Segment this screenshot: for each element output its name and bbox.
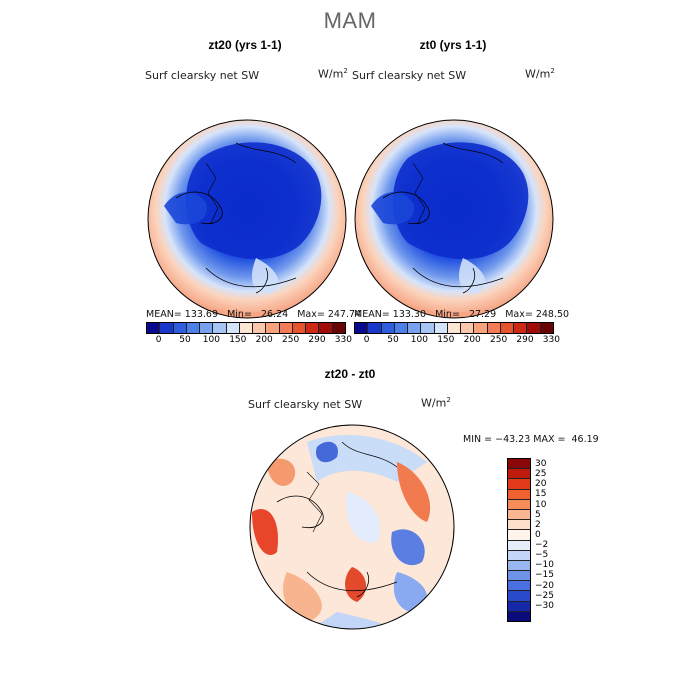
- variable-label-diff: Surf clearsky net SW: [248, 398, 363, 411]
- colorbar-tick-label: 15: [535, 489, 547, 500]
- colorbar-tick-label: −5: [535, 550, 549, 561]
- colorbar-tick-label: −25: [535, 590, 554, 601]
- colorbar-swatch: [319, 323, 333, 333]
- colorbar-swatch: [474, 323, 488, 333]
- colorbar-swatch: [394, 323, 409, 333]
- colorbar-swatch: [200, 323, 214, 333]
- colorbar-tick-label: 150: [229, 335, 247, 345]
- colorbar-swatch: [381, 323, 395, 333]
- polar-map-diff: [249, 424, 455, 630]
- colorbar-swatch: [173, 323, 187, 333]
- stats-diff: MIN = −43.23 MAX = 46.19: [463, 434, 599, 445]
- colorbar-swatch: [508, 550, 530, 561]
- panel-title-zt0: zt0 (yrs 1-1): [419, 38, 487, 52]
- colorbar-swatch: [447, 323, 462, 333]
- panel-title-zt20: zt20 (yrs 1-1): [208, 38, 282, 52]
- colorbar-swatch: [253, 323, 267, 333]
- colorbar-swatch: [279, 323, 293, 333]
- panel-title-diff: zt20 - zt0: [324, 367, 376, 381]
- polar-map-zt0: [354, 119, 554, 319]
- colorbar-swatch: [306, 323, 320, 333]
- colorbar-swatch: [421, 323, 435, 333]
- colorbar-swatch: [434, 323, 448, 333]
- colorbar-tick-label: 2: [535, 519, 541, 530]
- colorbar-swatch: [508, 469, 530, 480]
- colorbar-swatch: [292, 323, 307, 333]
- colorbar-labels-right: 0 50 100 150 200 250 290 330: [354, 335, 560, 347]
- colorbar-swatch: [508, 459, 530, 470]
- colorbar-tick-label: 30: [535, 459, 547, 470]
- colorbar-swatch: [508, 520, 530, 531]
- colorbar-swatch: [226, 323, 240, 333]
- colorbar-swatch: [213, 323, 227, 333]
- variable-label-left: Surf clearsky net SW: [145, 69, 260, 82]
- colorbar-tick-label: 50: [387, 335, 399, 345]
- units-label-right: W/m2: [525, 67, 555, 81]
- colorbar-tick-label: 0: [363, 335, 370, 345]
- colorbar-tick-label: 290: [308, 335, 326, 345]
- colorbar-swatch: [508, 571, 530, 582]
- polar-map-zt20: [147, 119, 347, 319]
- units-label-diff: W/m2: [421, 396, 451, 410]
- colorbar-tick-label: 290: [516, 335, 534, 345]
- colorbar-tick-label: −2: [535, 540, 549, 551]
- colorbar-swatch: [508, 591, 530, 602]
- colorbar-tick-label: 330: [334, 335, 352, 345]
- colorbar-tick-label: 330: [542, 335, 560, 345]
- colorbar-tick-label: 200: [255, 335, 273, 345]
- colorbar-tick-label: 0: [155, 335, 162, 345]
- colorbar-swatch: [160, 323, 174, 333]
- colorbar-swatch: [461, 323, 475, 333]
- colorbar-swatch: [266, 323, 280, 333]
- colorbar-labels-left: 0 50 100 150 200 250 290 330: [146, 335, 352, 347]
- colorbar-tick-label: 100: [410, 335, 428, 345]
- colorbar-swatch: [508, 540, 530, 551]
- figure-title: MAM: [323, 8, 377, 33]
- colorbar-tick-label: 200: [463, 335, 481, 345]
- colorbar-swatch: [239, 323, 254, 333]
- colorbar-swatch: [368, 323, 382, 333]
- colorbar-tick-label: 150: [437, 335, 455, 345]
- colorbar-tick-label: 10: [535, 499, 547, 510]
- colorbar-tick-label: −30: [535, 600, 554, 611]
- colorbar-tick-label: 5: [535, 509, 541, 520]
- variable-label-right: Surf clearsky net SW: [352, 69, 467, 82]
- stats-zt20: MEAN= 133.69 Min= 26.24 Max= 247.74: [146, 309, 362, 320]
- colorbar-tick-label: −10: [535, 560, 554, 571]
- colorbar-swatch: [408, 323, 422, 333]
- colorbar-swatch: [508, 560, 530, 572]
- colorbar-tick-label: 25: [535, 469, 547, 480]
- colorbar-diff: [507, 458, 531, 622]
- colorbar-tick-label: 250: [282, 335, 300, 345]
- colorbar-tick-label: 0: [535, 529, 541, 540]
- colorbar-swatch: [508, 489, 530, 500]
- colorbar-swatch: [332, 323, 345, 333]
- colorbar-tick-label: 50: [179, 335, 191, 345]
- colorbar-labels-diff: 30 25 20 15 10 5 2 0 −2 −5 −10 −15 −20 −25 −30: [535, 458, 575, 620]
- colorbar-swatch: [508, 601, 530, 612]
- colorbar-swatch: [487, 323, 501, 333]
- colorbar-right: [354, 322, 554, 334]
- colorbar-swatch: [508, 530, 530, 541]
- colorbar-tick-label: 250: [490, 335, 508, 345]
- colorbar-swatch: [540, 323, 553, 333]
- colorbar-swatch: [500, 323, 515, 333]
- colorbar-swatch: [508, 499, 530, 510]
- colorbar-left: [146, 322, 346, 334]
- colorbar-swatch: [147, 323, 161, 333]
- stats-zt0: MEAN= 133.30 Min= 27.29 Max= 248.50: [354, 309, 570, 320]
- colorbar-swatch: [508, 479, 530, 490]
- colorbar-tick-label: −20: [535, 580, 554, 591]
- colorbar-swatch: [355, 323, 369, 333]
- colorbar-tick-label: 100: [202, 335, 220, 345]
- colorbar-tick-label: 20: [535, 479, 547, 490]
- colorbar-swatch: [527, 323, 541, 333]
- colorbar-swatch: [508, 509, 530, 521]
- colorbar-swatch: [508, 581, 530, 592]
- colorbar-tick-label: −15: [535, 570, 554, 581]
- colorbar-swatch: [508, 611, 530, 621]
- colorbar-swatch: [514, 323, 528, 333]
- colorbar-swatch: [186, 323, 201, 333]
- units-label-left: W/m2: [318, 67, 348, 81]
